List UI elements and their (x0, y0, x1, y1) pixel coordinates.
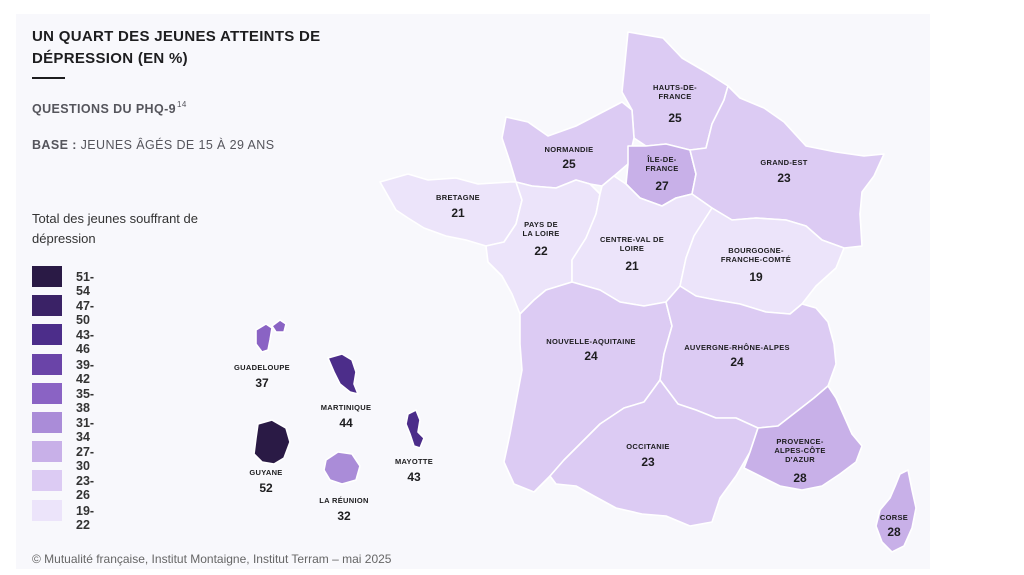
value-hauts-de-france: 25 (668, 111, 682, 125)
value-pays-de-la-loire: 22 (534, 244, 548, 258)
subtitle-note: 14 (177, 100, 187, 109)
value-bourgogne-franche-comte: 19 (749, 270, 763, 284)
legend-label: 27-30 (76, 445, 95, 474)
label-auvergne-rhone-alpes: AUVERGNE-RHÔNE-ALPES (684, 343, 790, 352)
value-grand-est: 23 (777, 171, 791, 185)
legend-swatch (32, 295, 62, 317)
legend-swatch (32, 382, 62, 404)
value-martinique: 44 (339, 416, 353, 430)
base-line: BASE : JEUNES ÂGÉS DE 15 À 29 ANS (32, 138, 274, 152)
legend-label: 35-38 (76, 386, 95, 415)
source-footer: © Mutualité française, Institut Montaign… (32, 552, 392, 566)
legend-swatch (32, 324, 62, 346)
legend-label: 39-42 (76, 357, 95, 386)
label-ile-de-france: ÎLE-DE-FRANCE (645, 155, 678, 173)
label-guyane: GUYANE (249, 468, 282, 477)
title-rule (32, 77, 65, 79)
region-la-reunion[interactable] (323, 451, 361, 485)
legend-swatch (32, 266, 62, 287)
base-text: JEUNES ÂGÉS DE 15 À 29 ANS (80, 138, 275, 152)
label-corse: CORSE (880, 513, 908, 522)
label-nouvelle-aquitaine: NOUVELLE-AQUITAINE (546, 337, 635, 346)
base-label: BASE : (32, 138, 77, 152)
legend-title: Total des jeunes souffrant de dépression (32, 211, 198, 246)
legend-swatch (32, 441, 62, 463)
region-occitanie[interactable] (549, 379, 759, 527)
value-nouvelle-aquitaine: 24 (584, 349, 598, 363)
legend-label: 23-26 (76, 474, 95, 503)
label-normandie: NORMANDIE (545, 145, 594, 154)
region-guadeloupe[interactable] (255, 319, 287, 353)
value-la-reunion: 32 (337, 509, 351, 523)
region-mayotte[interactable] (405, 409, 425, 449)
legend-swatch (32, 499, 62, 521)
label-bourgogne-franche-comte: BOURGOGNE-FRANCHE-COMTÉ (721, 246, 791, 264)
label-mayotte: MAYOTTE (395, 457, 433, 466)
value-occitanie: 23 (641, 455, 655, 469)
map-card: UN QUART DES JEUNES ATTEINTS DE DÉPRESSI… (16, 14, 930, 569)
legend-swatch (32, 470, 62, 492)
label-paca: PROVENCE-ALPES-CÔTE D'AZUR (774, 437, 825, 464)
value-mayotte: 43 (407, 470, 421, 484)
label-guadeloupe: GUADELOUPE (234, 363, 290, 372)
france-map: HAUTS-DE-FRANCE 25 NORMANDIE 25 ÎLE-DE-F… (234, 31, 917, 553)
legend-label: 19-22 (76, 503, 95, 532)
label-la-reunion: LA RÉUNION (319, 496, 368, 505)
label-occitanie: OCCITANIE (626, 442, 669, 451)
subtitle: QUESTIONS DU PHQ-914 (32, 100, 187, 116)
value-auvergne-rhone-alpes: 24 (730, 355, 744, 369)
label-hauts-de-france: HAUTS-DE-FRANCE (653, 83, 697, 101)
label-martinique: MARTINIQUE (321, 403, 372, 412)
legend-label: 31-34 (76, 415, 95, 444)
label-bretagne: BRETAGNE (436, 193, 480, 202)
value-paca: 28 (793, 471, 807, 485)
legend-label: 47-50 (76, 299, 95, 328)
value-ile-de-france: 27 (655, 179, 669, 193)
region-corse[interactable] (875, 469, 917, 553)
region-martinique[interactable] (327, 353, 359, 395)
region-paca[interactable] (743, 385, 863, 491)
region-guyane[interactable] (253, 419, 291, 465)
legend-label: 51-54 (76, 270, 95, 298)
label-pays-de-la-loire: PAYS DE LA LOIRE (522, 220, 559, 238)
label-grand-est: GRAND-EST (760, 158, 807, 167)
value-normandie: 25 (562, 157, 576, 171)
legend-label: 43-46 (76, 328, 95, 357)
value-guyane: 52 (259, 481, 273, 495)
value-guadeloupe: 37 (255, 376, 269, 390)
legend-swatch (32, 411, 62, 433)
value-centre-val-de-loire: 21 (625, 259, 639, 273)
subtitle-text: QUESTIONS DU PHQ-9 (32, 102, 177, 116)
value-corse: 28 (887, 525, 901, 539)
map-title: UN QUART DES JEUNES ATTEINTS DE DÉPRESSI… (32, 28, 321, 67)
label-centre-val-de-loire: CENTRE-VAL DE LOIRE (600, 235, 664, 253)
legend-swatch (32, 353, 62, 375)
value-bretagne: 21 (451, 206, 465, 220)
